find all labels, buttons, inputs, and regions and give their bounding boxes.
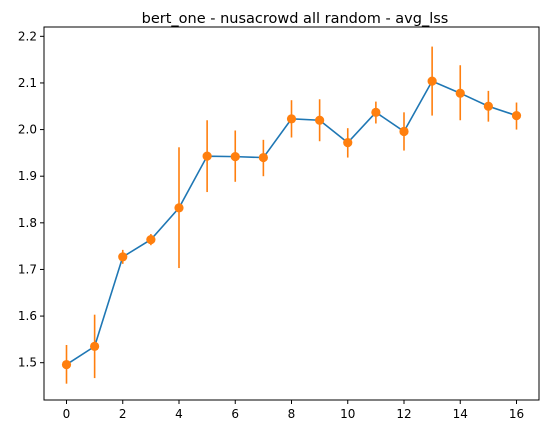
data-point: [174, 203, 184, 213]
x-tick-label: 10: [340, 407, 355, 421]
data-point: [90, 341, 100, 351]
data-point: [371, 107, 381, 117]
data-point: [146, 235, 156, 245]
data-point: [455, 88, 465, 98]
x-tick-label: 4: [175, 407, 183, 421]
y-tick-label: 1.6: [18, 309, 37, 323]
data-point: [230, 152, 240, 162]
plot-frame: [43, 26, 540, 401]
x-tick-label: 6: [231, 407, 239, 421]
x-tick-label: 0: [63, 407, 71, 421]
data-point: [61, 359, 72, 370]
y-tick-label: 1.7: [18, 262, 37, 276]
data-point: [343, 138, 353, 148]
data-point: [399, 126, 409, 137]
data-point: [258, 152, 268, 163]
y-tick-label: 2.2: [18, 29, 37, 43]
plot-area: [61, 46, 522, 384]
data-point: [511, 110, 522, 121]
y-tick-label: 1.5: [18, 356, 37, 370]
x-tick-label: 2: [119, 407, 127, 421]
data-point: [118, 252, 128, 262]
y-tick-label: 1.8: [18, 216, 37, 230]
data-point: [483, 101, 493, 111]
x-tick-label: 8: [288, 407, 296, 421]
y-tick-label: 1.9: [18, 169, 37, 183]
x-tick-label: 16: [509, 407, 524, 421]
y-tick-label: 2.0: [18, 123, 37, 137]
x-tick-label: 12: [396, 407, 411, 421]
y-tick-label: 2.1: [18, 76, 37, 90]
x-tick-label: 14: [453, 407, 468, 421]
data-point: [315, 115, 325, 125]
data-point: [427, 76, 437, 86]
chart-title: bert_one - nusacrowd all random - avg_ls…: [142, 11, 449, 27]
x-axis: 0 2 4 6 8 10 12 14 16: [63, 400, 524, 421]
data-point: [286, 114, 297, 124]
y-axis: 1.5 1.6 1.7 1.8 1.9 2.0 2.1 2.2: [18, 29, 44, 370]
data-point: [202, 151, 212, 161]
